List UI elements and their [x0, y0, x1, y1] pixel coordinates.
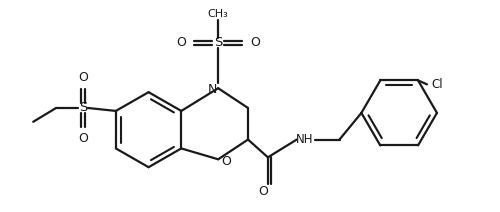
Text: O: O [176, 36, 186, 49]
Text: NH: NH [296, 133, 314, 146]
Text: S: S [78, 102, 87, 114]
Text: CH₃: CH₃ [208, 9, 229, 19]
Text: O: O [78, 71, 88, 84]
Text: N: N [208, 83, 217, 96]
Text: O: O [78, 132, 88, 145]
Text: Cl: Cl [431, 78, 443, 91]
Text: O: O [258, 185, 268, 198]
Text: O: O [221, 155, 231, 168]
Text: O: O [250, 36, 260, 49]
Text: S: S [214, 36, 222, 49]
